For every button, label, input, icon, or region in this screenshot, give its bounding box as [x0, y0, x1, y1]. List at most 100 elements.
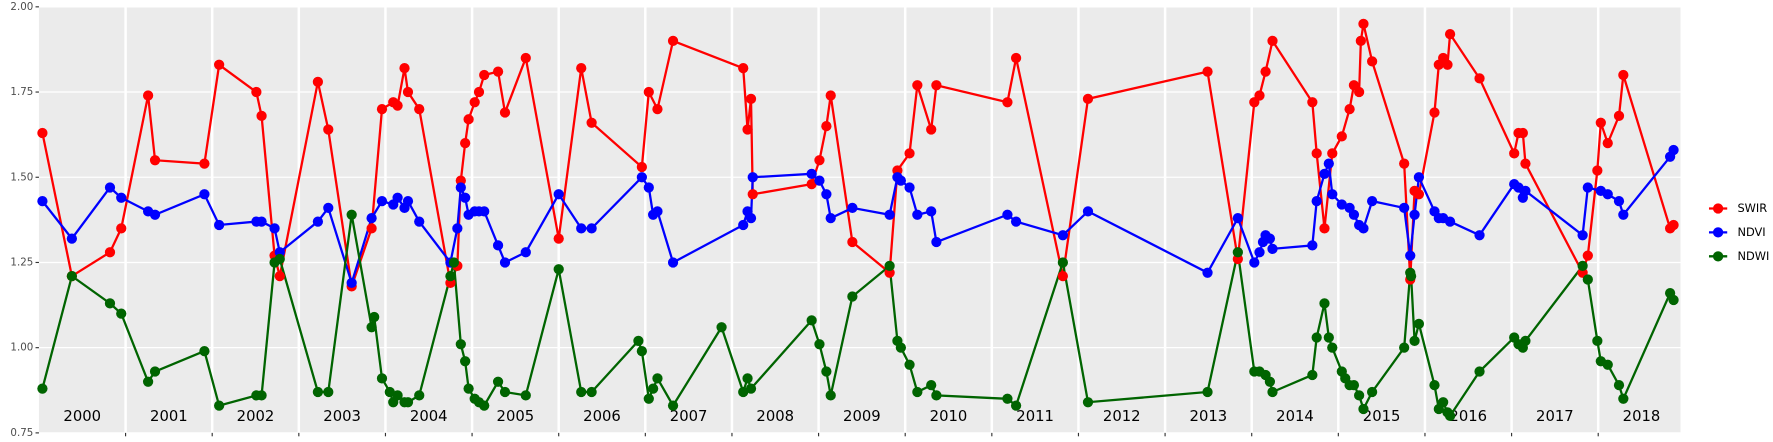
- data-point: [926, 380, 937, 391]
- data-point: [1592, 335, 1603, 346]
- data-point: [1344, 103, 1355, 115]
- data-point: [251, 86, 262, 98]
- data-point: [1264, 376, 1276, 387]
- data-point: [904, 182, 915, 193]
- year-label: 2005: [497, 408, 535, 425]
- data-point: [738, 63, 749, 74]
- year-label: 2000: [63, 408, 101, 425]
- data-point: [460, 356, 471, 367]
- data-point: [104, 298, 116, 309]
- data-point: [37, 195, 48, 207]
- data-point: [66, 233, 77, 244]
- data-point: [806, 315, 817, 326]
- data-point: [636, 161, 647, 173]
- data-point: [1319, 168, 1330, 179]
- data-point: [1057, 270, 1068, 282]
- data-point: [1366, 386, 1378, 398]
- data-point: [738, 219, 749, 231]
- data-point: [821, 189, 832, 200]
- data-point: [256, 216, 267, 227]
- data-point: [1319, 298, 1330, 309]
- data-point: [1399, 202, 1410, 214]
- data-point: [825, 213, 836, 224]
- data-point: [576, 223, 587, 234]
- year-label: 2014: [1276, 408, 1314, 425]
- data-point: [636, 172, 647, 183]
- year-label: 2004: [410, 408, 448, 425]
- data-point: [1057, 257, 1068, 268]
- data-point: [1520, 158, 1531, 169]
- data-point: [1336, 131, 1347, 142]
- data-point: [384, 386, 395, 398]
- data-point: [884, 260, 895, 272]
- data-point: [586, 386, 597, 398]
- data-point: [912, 386, 923, 398]
- data-point: [1444, 216, 1456, 227]
- year-label: 2007: [670, 408, 708, 425]
- data-point: [1405, 270, 1417, 282]
- data-point: [738, 386, 749, 398]
- year-label: 2006: [583, 408, 621, 425]
- data-point: [499, 257, 511, 268]
- data-point: [1254, 90, 1265, 101]
- data-point: [1602, 359, 1613, 370]
- data-point: [1307, 97, 1318, 108]
- data-point: [455, 339, 466, 350]
- data-point: [312, 216, 324, 227]
- data-point: [1202, 386, 1213, 398]
- year-label: 2013: [1190, 408, 1228, 425]
- data-point: [745, 383, 757, 394]
- data-point: [1668, 294, 1679, 306]
- data-point: [1602, 189, 1613, 200]
- data-point: [366, 223, 377, 234]
- data-point: [256, 110, 267, 122]
- data-point: [1474, 73, 1485, 84]
- data-point: [643, 86, 654, 98]
- data-point: [926, 206, 937, 217]
- data-point: [269, 223, 280, 234]
- data-point: [520, 247, 531, 258]
- year-label: 2017: [1536, 408, 1574, 425]
- legend-marker: [1712, 203, 1724, 214]
- data-point: [116, 223, 127, 234]
- data-point: [1429, 107, 1440, 118]
- data-point: [66, 270, 77, 282]
- data-point: [742, 373, 753, 384]
- data-point: [586, 223, 597, 234]
- data-point: [747, 189, 758, 200]
- data-point: [1517, 127, 1528, 139]
- data-point: [1474, 366, 1485, 377]
- data-point: [667, 400, 679, 411]
- data-point: [1577, 260, 1588, 272]
- data-point: [742, 124, 753, 135]
- data-point: [214, 219, 225, 231]
- data-point: [1254, 247, 1265, 258]
- data-point: [814, 175, 825, 186]
- data-point: [912, 209, 923, 220]
- data-point: [814, 155, 825, 166]
- data-point: [553, 233, 564, 244]
- data-point: [214, 400, 225, 411]
- data-point: [1409, 209, 1420, 220]
- data-point: [392, 100, 403, 111]
- data-point: [1444, 410, 1456, 421]
- data-point: [149, 209, 161, 220]
- year-label: 2016: [1449, 408, 1487, 425]
- data-point: [104, 247, 116, 258]
- data-point: [1613, 195, 1625, 207]
- data-point: [1413, 318, 1425, 329]
- data-point: [1358, 223, 1369, 234]
- data-point: [149, 155, 161, 166]
- data-point: [1010, 400, 1022, 411]
- data-point: [1202, 267, 1213, 278]
- data-point: [912, 80, 923, 91]
- data-point: [931, 390, 942, 401]
- data-point: [366, 213, 377, 224]
- data-point: [399, 63, 410, 74]
- year-label: 2015: [1363, 408, 1401, 425]
- data-point: [1592, 165, 1603, 176]
- data-point: [576, 386, 587, 398]
- data-point: [376, 195, 388, 207]
- data-point: [745, 213, 757, 224]
- data-point: [1353, 390, 1365, 401]
